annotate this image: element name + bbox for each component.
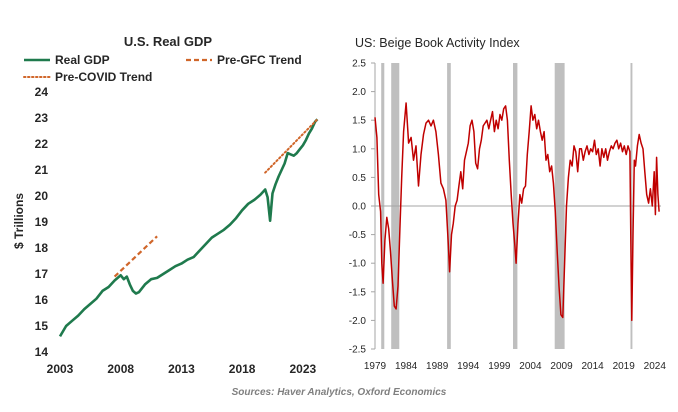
legend-label: Real GDP (55, 53, 110, 67)
legend-label: Pre-GFC Trend (217, 53, 302, 67)
source-note: Sources: Haver Analytics, Oxford Economi… (231, 387, 447, 398)
real-gdp-x-ticks: 2003 2008 2013 2018 2023 (47, 362, 317, 376)
y-tick-label: 0.5 (352, 173, 366, 184)
x-tick-label: 2003 (47, 362, 74, 376)
y-tick-label: -1.5 (349, 287, 367, 298)
x-tick-label: 1979 (364, 361, 387, 372)
real-gdp-y-ticks: 14 15 16 17 18 19 20 21 22 23 24 (35, 85, 49, 359)
beige-book-y-ticks: -2.5 -2.0 -1.5 -1.0 -0.5 0.0 0.5 1.0 1.5 2.0 2.5 (349, 59, 375, 356)
y-tick-label: 16 (35, 293, 49, 307)
beige-book-index-line (374, 102, 660, 322)
x-tick-label: 2024 (644, 361, 667, 372)
x-tick-label: 2014 (581, 361, 604, 372)
y-tick-label: 15 (35, 319, 49, 333)
y-tick-label: -2.0 (349, 316, 367, 327)
y-tick-label: 18 (35, 241, 49, 255)
y-tick-label: 22 (35, 137, 49, 151)
real-gdp-chart-title: U.S. Real GDP (124, 34, 212, 49)
legend-label: Pre-COVID Trend (55, 70, 152, 84)
y-tick-label: 2.0 (352, 87, 366, 98)
y-tick-label: 20 (35, 189, 49, 203)
y-tick-label: 21 (35, 163, 49, 177)
beige-book-series (374, 102, 660, 322)
real-gdp-line (58, 118, 319, 338)
beige-book-chart: US: Beige Book Activity Index -2.5 -2.0 -1… (349, 36, 667, 372)
x-tick-label: 1999 (488, 361, 511, 372)
x-tick-label: 2019 (613, 361, 636, 372)
y-tick-label: 1.0 (352, 144, 366, 155)
pre-gfc-trend-line (113, 235, 158, 278)
y-tick-label: -1.0 (349, 259, 367, 270)
x-tick-label: 2023 (290, 362, 317, 376)
x-tick-label: 2008 (107, 362, 134, 376)
x-tick-label: 1984 (395, 361, 418, 372)
y-tick-label: -0.5 (349, 230, 367, 241)
y-tick-label: 1.5 (352, 116, 366, 127)
x-tick-label: 1989 (426, 361, 449, 372)
x-tick-label: 1994 (457, 361, 480, 372)
x-tick-label: 2004 (519, 361, 542, 372)
x-tick-label: 2009 (550, 361, 573, 372)
pre-covid-trend-line (264, 118, 319, 174)
y-tick-label: 23 (35, 111, 49, 125)
y-tick-label: 17 (35, 267, 49, 281)
x-tick-label: 2018 (229, 362, 256, 376)
y-tick-label: 2.5 (352, 59, 366, 70)
real-gdp-legend: Real GDP Pre-GFC Trend Pre-COVID Trend (23, 53, 302, 84)
y-tick-label: 24 (35, 85, 49, 99)
real-gdp-chart: U.S. Real GDP Real GDP Pre-GFC Trend Pre-C… (12, 34, 319, 376)
real-gdp-y-axis-label: $ Trillions (12, 193, 26, 249)
real-gdp-series (58, 118, 319, 338)
y-tick-label: 14 (35, 345, 49, 359)
y-tick-label: 19 (35, 215, 49, 229)
y-tick-label: -2.5 (349, 345, 367, 356)
beige-book-chart-title: US: Beige Book Activity Index (355, 36, 520, 50)
beige-book-x-ticks: 1979 1984 1989 1994 1999 2004 2009 2014 2019 2024 (364, 361, 666, 372)
y-tick-label: 0.0 (352, 202, 366, 213)
x-tick-label: 2013 (168, 362, 195, 376)
beige-book-axes (374, 63, 661, 349)
